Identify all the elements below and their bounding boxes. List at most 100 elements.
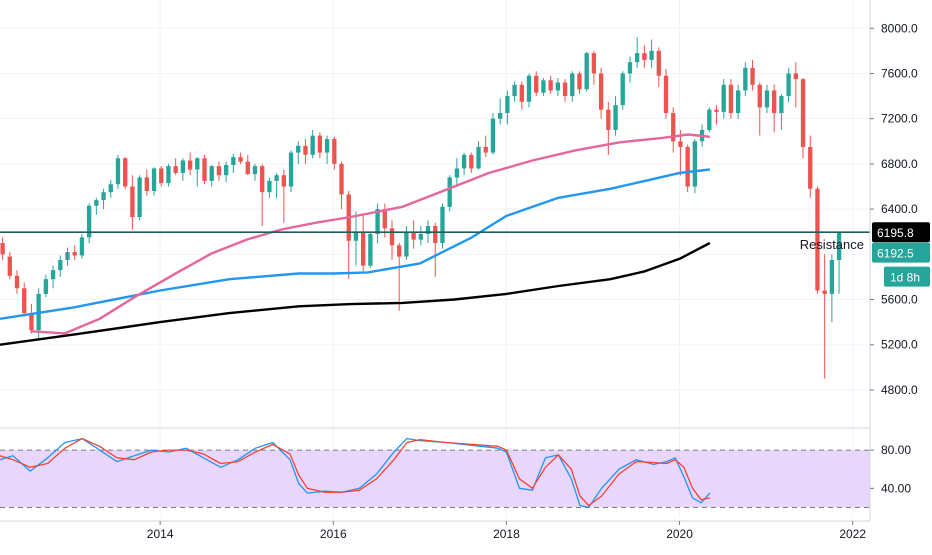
candles (0, 37, 842, 379)
candle-body (317, 135, 323, 153)
time-tick-label: 2022 (839, 527, 866, 541)
candle-body (173, 166, 178, 173)
candle (86, 203, 92, 244)
candle-body (598, 73, 604, 110)
candle-body (86, 205, 92, 238)
candle (339, 161, 344, 210)
candle-body (50, 270, 56, 280)
candle (505, 90, 510, 125)
candle-body (447, 177, 452, 207)
candle (447, 175, 452, 212)
candle-body (115, 158, 121, 185)
candle (497, 98, 503, 125)
candle (454, 158, 460, 187)
price-tag-text: 6192.5 (877, 247, 914, 261)
candle-body (231, 157, 236, 166)
candle (180, 158, 186, 181)
candle-body (238, 157, 243, 162)
candle-body (764, 90, 770, 108)
candle-body (418, 233, 424, 240)
time-tick-label: 2018 (493, 527, 520, 541)
candle-body (29, 313, 34, 331)
candle-body (180, 160, 186, 173)
price-tick-label: 4800.0 (881, 383, 918, 397)
candle (151, 167, 157, 196)
candle (267, 177, 272, 198)
candle-body (296, 145, 301, 153)
candle (757, 82, 762, 136)
candle-body (714, 109, 719, 112)
candle-body (223, 165, 229, 176)
candle (22, 282, 27, 317)
candle (772, 84, 777, 133)
candle-body (79, 237, 85, 256)
candle (829, 254, 835, 323)
candle (692, 139, 698, 194)
candle (389, 220, 395, 260)
candle-body (808, 146, 813, 189)
candle (368, 231, 373, 268)
candle-body (281, 175, 286, 187)
candle (476, 141, 481, 170)
candle-body (591, 53, 597, 74)
candle-body (101, 192, 106, 201)
candle-body (728, 84, 734, 114)
price-tag-bg (872, 222, 930, 243)
candle (317, 132, 323, 159)
candle-body (497, 113, 503, 119)
candle-body (411, 231, 416, 240)
candle-body (252, 166, 258, 175)
candle-body (151, 168, 157, 192)
price-tick-label: 7200.0 (881, 112, 918, 126)
candle-body (757, 84, 762, 108)
candle (238, 152, 243, 164)
candle-body (260, 166, 265, 193)
candle-body (772, 90, 777, 114)
candle (303, 139, 308, 164)
candle-body (793, 73, 798, 80)
candle-body (14, 275, 20, 289)
candle (808, 135, 813, 198)
candle-body (324, 139, 330, 153)
price-tag-bg (872, 242, 930, 263)
candle-body (606, 109, 611, 130)
candle-body (541, 80, 546, 93)
candle (663, 68, 669, 119)
candle-body (310, 135, 315, 155)
candle (735, 84, 741, 119)
candle-body (303, 145, 308, 155)
candle-body (433, 226, 438, 244)
candle-body (159, 168, 164, 184)
candle-body (389, 228, 395, 246)
candle (375, 203, 380, 244)
candle-body (743, 67, 748, 91)
moving-averages (0, 133, 711, 346)
candle-body (635, 53, 640, 63)
candle-body (815, 188, 820, 291)
stochastic-band (0, 450, 870, 508)
candle (209, 165, 214, 187)
candle (764, 84, 770, 114)
price-tick-label: 6400.0 (881, 202, 918, 216)
candle (29, 304, 34, 334)
resistance-label: Resistance (800, 237, 864, 252)
candle-body (476, 146, 481, 169)
candle (310, 129, 315, 159)
candle-body (627, 62, 633, 74)
candle-body (440, 206, 445, 244)
candle (159, 166, 164, 187)
candle-body (829, 259, 835, 294)
candle (685, 144, 690, 193)
candle-body (58, 259, 63, 271)
candle-body (555, 82, 561, 91)
time-tick-label: 2016 (320, 527, 347, 541)
candle (512, 81, 517, 102)
candle (627, 56, 633, 83)
candle (721, 79, 726, 119)
candle-body (245, 161, 250, 175)
candle (678, 129, 683, 176)
candle (562, 79, 568, 102)
time-tick-label: 2020 (666, 527, 693, 541)
